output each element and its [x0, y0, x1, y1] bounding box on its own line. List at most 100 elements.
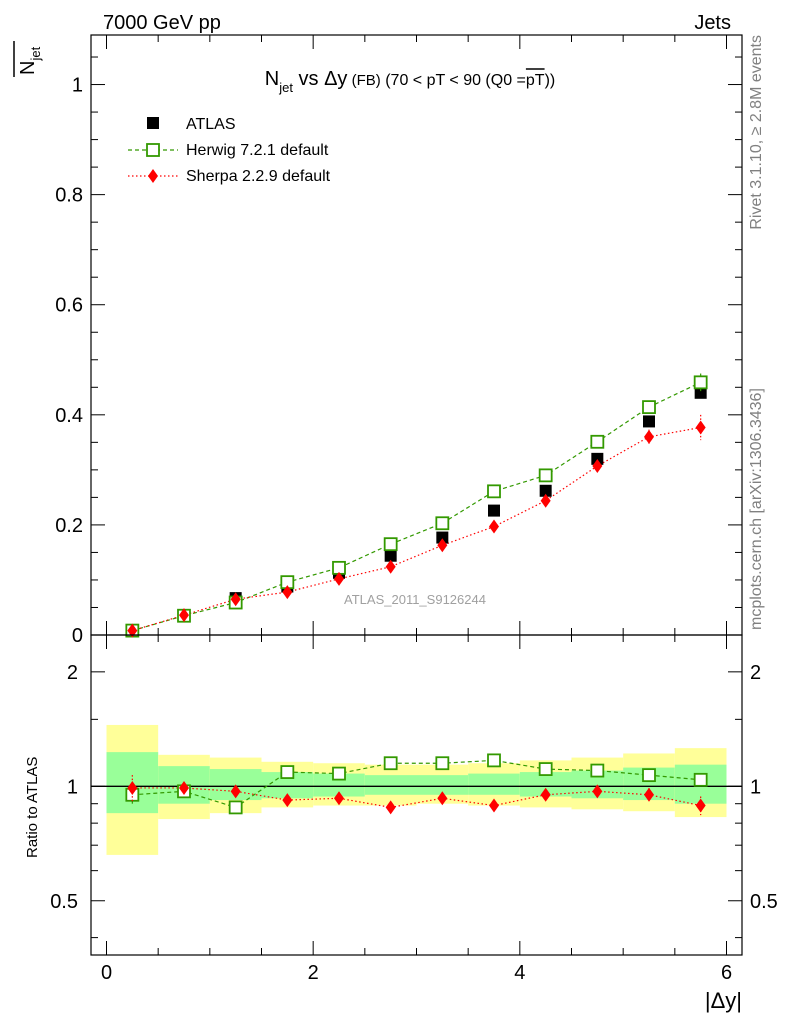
sherpa-ratio-point: [334, 791, 344, 806]
main-ylabel-text: Njet: [17, 46, 43, 75]
atlas-point: [488, 504, 500, 517]
ratio-y-tick-label-right: 0.5: [750, 891, 778, 913]
sherpa-point: [179, 608, 189, 623]
sherpa-ratio-point: [592, 784, 603, 799]
atlas-point: [643, 415, 655, 428]
main-line-layer: [132, 381, 701, 632]
axes-layer: 0 0.2 0.4 0.6 0.8 1 0.5 0.5 1 1 2 2 0 2 4 6: [50, 35, 778, 984]
legend-sherpa-marker: [148, 169, 158, 183]
sherpa-point: [437, 538, 448, 553]
sherpa-point: [489, 519, 499, 534]
herwig-point: [435, 516, 450, 531]
sherpa-ratio-point: [437, 791, 448, 806]
sherpa-ratio-point: [385, 800, 396, 815]
sherpa-point: [540, 493, 551, 508]
ratio-band-layer: [106, 724, 727, 855]
ratio-ylabel: Ratio to ATLAS: [24, 757, 41, 858]
herwig-ratio-point: [280, 765, 295, 779]
atlas-point: [436, 531, 449, 544]
sherpa-point: [230, 592, 241, 607]
main-y-tick-label: 0: [72, 625, 83, 647]
atlas-point: [384, 549, 397, 562]
sherpa-point: [695, 420, 706, 435]
sherpa-ratio-point: [127, 780, 138, 795]
title-close: )): [545, 72, 556, 89]
sherpa-point: [385, 559, 396, 574]
sherpa-ratio-point: [230, 784, 241, 799]
mcplots-label: mcplots.cern.ch [arXiv:1306.3436]: [748, 388, 765, 630]
sherpa-ratio-point: [282, 793, 293, 808]
plot-title: Njet vs Δy (FB) (70 < pT < 90 (Q0 =pT)): [265, 68, 555, 95]
title-n-sub: jet: [278, 80, 293, 95]
ratio-y-tick-label: 0.5: [50, 891, 78, 913]
sherpa-ratio-point: [489, 798, 499, 813]
herwig-point: [590, 434, 605, 449]
sherpa-ratio-point: [695, 798, 706, 813]
main-y-tick-label: 0.8: [55, 185, 83, 207]
title-vs: vs Δy: [293, 68, 347, 90]
legend-sherpa-label: Sherpa 2.2.9 default: [186, 168, 331, 185]
herwig-point: [693, 375, 708, 390]
title-fb: (FB): [347, 72, 380, 89]
ratio-band-inner: [364, 775, 417, 795]
main-ylabel: Njet: [13, 41, 43, 77]
sherpa-point: [592, 459, 603, 474]
x-axis-label: |Δy|: [705, 988, 742, 1013]
main-y-tick-label: 0.6: [55, 295, 83, 317]
ratio-y-tick-label: 1: [67, 776, 78, 798]
herwig-ratio-point: [693, 772, 708, 787]
herwig-ratio-point: [332, 766, 346, 781]
sherpa-ratio-point: [644, 787, 654, 802]
herwig-ratio-point: [383, 756, 398, 771]
main-y-tick-label: 0.2: [55, 515, 83, 537]
x-tick-label: 6: [721, 962, 732, 984]
herwig-ratio-point: [435, 756, 450, 771]
energy-label: 7000 GeV pp: [103, 12, 221, 34]
herwig-ratio-point: [228, 800, 243, 815]
ratio-band-inner: [416, 775, 469, 795]
atlas-point: [591, 452, 604, 465]
marks-layer: [125, 373, 708, 816]
rivet-version-label: Rivet 3.1.10, ≥ 2.8M events: [748, 35, 765, 230]
analysis-watermark: ATLAS_2011_S9126244: [344, 592, 486, 607]
herwig-point: [383, 537, 398, 552]
title-range: (70 < pT < 90 (Q0 =: [381, 72, 526, 89]
herwig-point: [487, 484, 501, 499]
atlas-point: [694, 386, 707, 399]
legend: ATLAS Herwig 7.2.1 default Sherpa 2.2.9 …: [128, 116, 331, 185]
category-label: Jets: [694, 12, 731, 34]
legend-atlas-marker: [147, 117, 159, 129]
main-ylabel-sub: jet: [28, 46, 43, 61]
sherpa-ratio-point: [179, 780, 189, 795]
x-tick-label: 4: [514, 962, 525, 984]
title-pt-bar: pT: [526, 72, 545, 89]
sherpa-point: [127, 623, 138, 638]
title-n: N: [265, 68, 279, 90]
legend-atlas-label: ATLAS: [186, 116, 236, 133]
main-y-tick-label: 0.4: [55, 405, 83, 427]
ratio-band-inner: [468, 773, 520, 795]
herwig-ratio-point: [590, 763, 605, 778]
ratio-y-tick-label-right: 2: [750, 662, 761, 684]
main-y-tick-label: 1: [72, 75, 83, 97]
herwig-ratio-point: [642, 768, 656, 783]
sherpa-point: [282, 585, 293, 600]
ratio-panel-frame: [90, 634, 743, 956]
x-tick-label: 2: [308, 962, 319, 984]
ratio-line-layer: [91, 759, 742, 809]
ratio-y-tick-label-right: 1: [750, 776, 761, 798]
main-ylabel-n: N: [17, 61, 39, 75]
ratio-y-tick-label: 2: [67, 662, 78, 684]
atlas-point: [539, 484, 552, 497]
legend-herwig-marker: [146, 143, 160, 157]
x-tick-label: 0: [101, 962, 112, 984]
herwig-ratio-point: [487, 753, 501, 768]
herwig-ratio-point: [538, 762, 553, 776]
herwig-point: [538, 468, 553, 483]
herwig-point: [642, 400, 656, 415]
legend-herwig-label: Herwig 7.2.1 default: [186, 142, 329, 159]
sherpa-ratio-point: [540, 787, 551, 802]
ratio-band-inner: [313, 773, 365, 797]
sherpa-point: [644, 429, 654, 444]
